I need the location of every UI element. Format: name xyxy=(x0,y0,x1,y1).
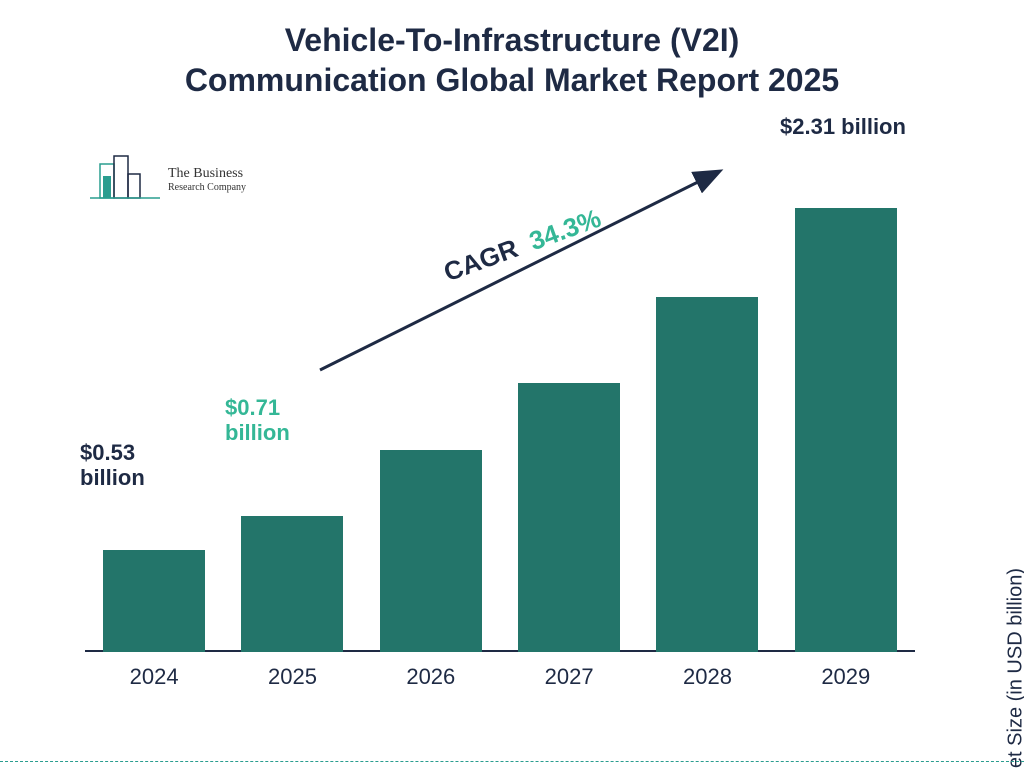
bar xyxy=(518,383,620,652)
x-tick-label: 2029 xyxy=(786,664,906,690)
bar-column xyxy=(647,297,767,652)
bar xyxy=(241,516,343,652)
value-label-second: $0.71billion xyxy=(225,395,290,446)
bar-column xyxy=(509,383,629,652)
x-tick-label: 2025 xyxy=(232,664,352,690)
bar-column xyxy=(371,450,491,652)
x-tick-label: 2027 xyxy=(509,664,629,690)
title-line-1: Vehicle-To-Infrastructure (V2I) xyxy=(285,22,740,58)
bar xyxy=(795,208,897,652)
x-tick-label: 2026 xyxy=(371,664,491,690)
bar xyxy=(103,550,205,652)
bar-column xyxy=(232,516,352,652)
bar-column xyxy=(94,550,214,652)
x-tick-label: 2028 xyxy=(647,664,767,690)
title-line-2: Communication Global Market Report 2025 xyxy=(0,60,1024,100)
bar xyxy=(656,297,758,652)
value-label-last: $2.31 billion xyxy=(780,114,906,139)
bottom-divider xyxy=(0,761,1024,762)
value-label-first: $0.53billion xyxy=(80,440,145,491)
x-tick-label: 2024 xyxy=(94,664,214,690)
x-axis-labels: 2024 2025 2026 2027 2028 2029 xyxy=(85,664,915,690)
bar xyxy=(380,450,482,652)
bar-column xyxy=(786,208,906,652)
bar-chart: 2024 2025 2026 2027 2028 2029 xyxy=(85,130,955,690)
y-axis-label: Market Size (in USD billion) xyxy=(1005,568,1024,768)
chart-title: Vehicle-To-Infrastructure (V2I) Communic… xyxy=(0,20,1024,100)
